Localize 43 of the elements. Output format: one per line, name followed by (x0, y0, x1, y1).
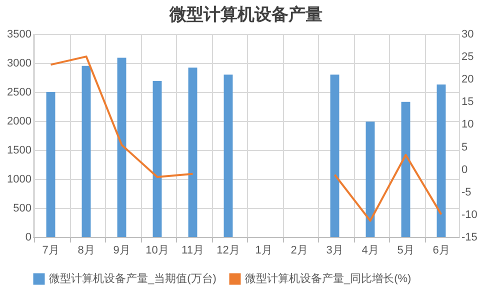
y-tick-label: 3500 (7, 28, 32, 40)
x-tick-label: 4月 (362, 244, 379, 256)
y-tick-label: 2000 (7, 116, 32, 128)
x-tick-label: 7月 (42, 244, 60, 256)
y-tick-label: 2500 (7, 86, 32, 98)
bar (224, 74, 233, 237)
x-tick-label: 3月 (326, 244, 344, 256)
bar (188, 68, 198, 237)
y-tick-label: 0 (25, 232, 32, 244)
bar (46, 92, 56, 237)
y2-tick-label: 10 (462, 118, 474, 131)
y-tick-label: 500 (13, 202, 32, 214)
chart-title: 微型计算机设备产量 (168, 5, 322, 24)
bar (436, 84, 446, 237)
y2-tick-label: -15 (462, 232, 478, 244)
x-tick-label: 9月 (113, 244, 130, 256)
y-tick-label: 1000 (7, 174, 32, 186)
y-tick-label: 3000 (7, 58, 32, 70)
y2-tick-label: 25 (462, 51, 474, 64)
x-tick-label: 8月 (78, 244, 95, 256)
legend-label: 微型计算机设备产量_同比增长(%) (245, 272, 412, 285)
x-tick-label: 12月 (216, 244, 240, 256)
bar (330, 74, 340, 237)
y2-tick-label: -5 (462, 186, 472, 198)
x-tick-label: 5月 (397, 244, 414, 256)
y2-tick-label: 30 (462, 28, 474, 40)
x-tick-label: 10月 (146, 244, 169, 256)
y2-tick-label: 15 (462, 96, 474, 108)
bar (401, 102, 410, 237)
y2-tick-label: 20 (462, 74, 474, 86)
legend-label: 微型计算机设备产量_当期值(万台) (49, 272, 216, 285)
y2-tick-label: -10 (462, 208, 478, 221)
bar (152, 80, 162, 237)
x-tick-label: 6月 (432, 244, 450, 256)
x-tick-label: 11月 (182, 244, 204, 256)
y2-tick-label: 0 (462, 164, 468, 176)
x-tick-label: 2月 (290, 244, 308, 256)
bar (366, 122, 375, 237)
y2-tick-label: 5 (462, 141, 468, 154)
bar (117, 58, 126, 237)
bar (82, 66, 91, 237)
y-tick-label: 1500 (7, 144, 32, 156)
x-tick-label: 1月 (255, 244, 272, 256)
